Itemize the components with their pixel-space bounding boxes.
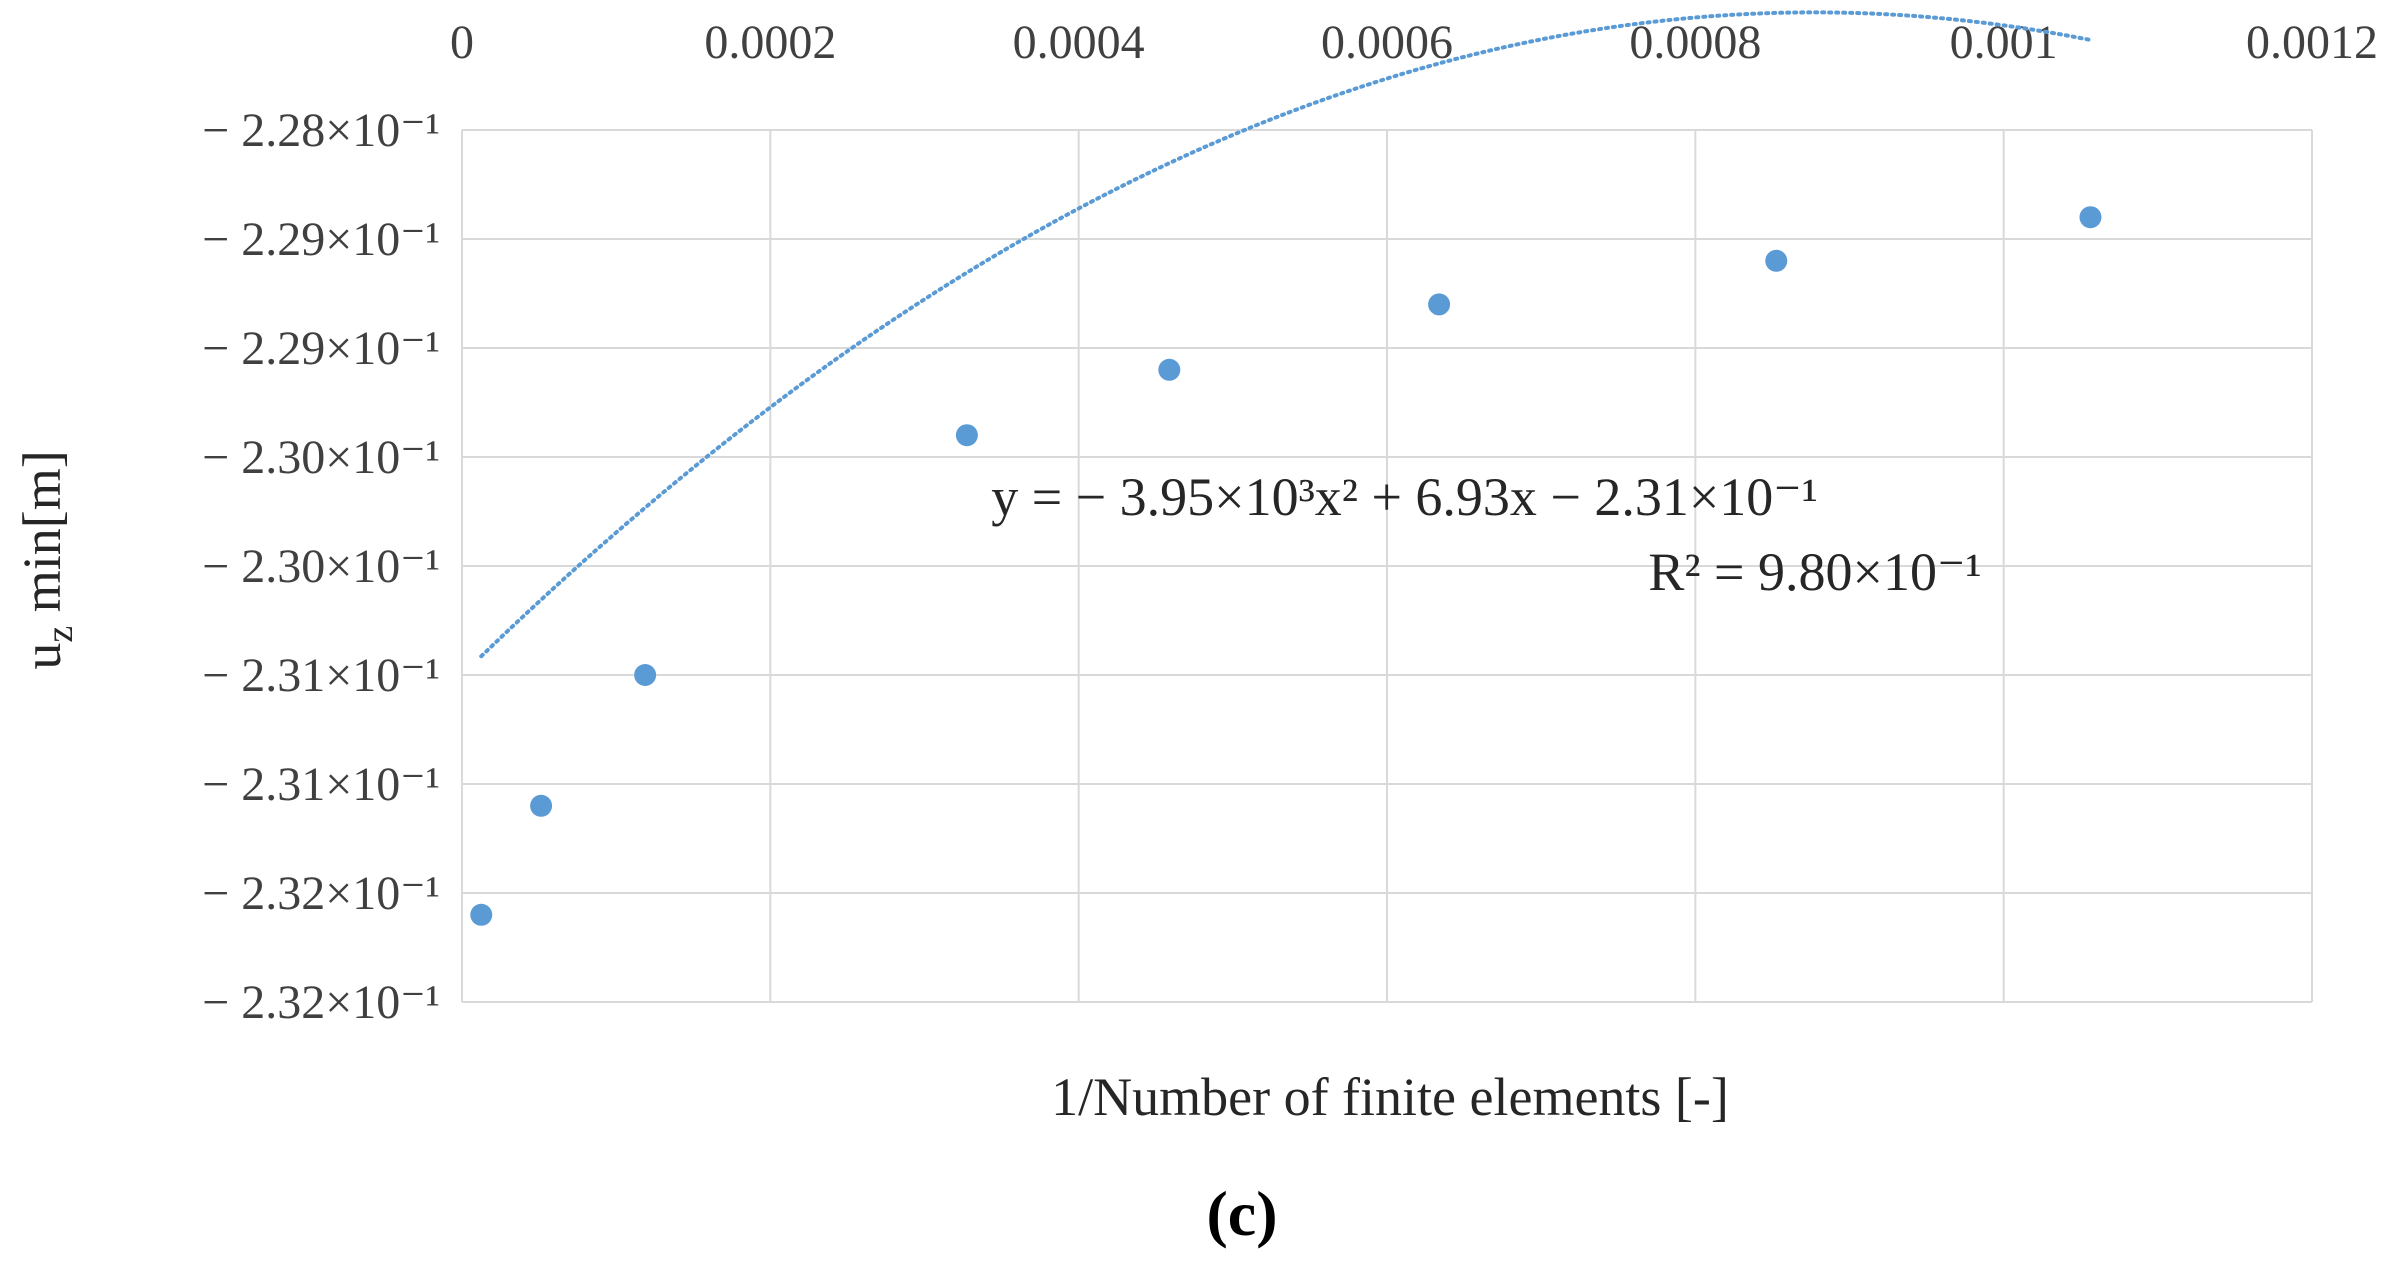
data-point bbox=[470, 903, 493, 926]
x-axis-title: 1/Number of finite elements [-] bbox=[1051, 1067, 1729, 1127]
x-tick-label: 0.0002 bbox=[704, 16, 836, 69]
panel-label: (c) bbox=[1206, 1178, 1277, 1249]
y-tick-label: − 2.30×10⁻¹ bbox=[202, 431, 440, 484]
y-tick-label: − 2.32×10⁻¹ bbox=[202, 867, 440, 920]
y-tick-label: − 2.29×10⁻¹ bbox=[202, 322, 440, 375]
x-tick-label: 0.0012 bbox=[2246, 16, 2378, 69]
y-axis-title: uz min[m] bbox=[12, 450, 81, 669]
data-point bbox=[1765, 249, 1788, 272]
y-axis-title-rest: min[m] bbox=[12, 450, 72, 625]
y-tick-label: − 2.32×10⁻¹ bbox=[202, 976, 440, 1029]
data-point bbox=[530, 794, 553, 817]
y-tick-label: − 2.31×10⁻¹ bbox=[202, 758, 440, 811]
y-tick-label: − 2.31×10⁻¹ bbox=[202, 649, 440, 702]
x-tick-label: 0.0004 bbox=[1013, 16, 1145, 69]
data-point bbox=[1158, 358, 1181, 381]
y-axis-tick-labels: − 2.28×10⁻¹ − 2.29×10⁻¹ − 2.29×10⁻¹ − 2.30×… bbox=[202, 104, 440, 1029]
trendline-r-squared: R² = 9.80×10⁻¹ bbox=[1648, 542, 1981, 602]
y-tick-label: − 2.29×10⁻¹ bbox=[202, 213, 440, 266]
gridlines bbox=[461, 129, 2313, 1003]
data-point bbox=[1428, 293, 1451, 316]
x-axis-tick-labels: 0 0.0002 0.0004 0.0006 0.0008 0.001 0.0012 bbox=[450, 16, 2378, 69]
trendline-equation: y = − 3.95×10³x² + 6.93x − 2.31×10⁻¹ bbox=[991, 467, 1818, 527]
y-tick-label: − 2.28×10⁻¹ bbox=[202, 104, 440, 157]
data-point bbox=[2079, 206, 2102, 229]
x-tick-label: 0.0006 bbox=[1321, 16, 1453, 69]
x-tick-label: 0.0008 bbox=[1629, 16, 1761, 69]
y-axis-title-subscript: z bbox=[39, 626, 81, 643]
data-point bbox=[955, 424, 978, 447]
trendline bbox=[479, 10, 2093, 659]
y-tick-label: − 2.30×10⁻¹ bbox=[202, 540, 440, 593]
y-axis-title-main: u bbox=[12, 643, 72, 670]
x-tick-label: 0 bbox=[450, 16, 474, 69]
data-point bbox=[634, 664, 657, 686]
data-points bbox=[470, 206, 2102, 926]
